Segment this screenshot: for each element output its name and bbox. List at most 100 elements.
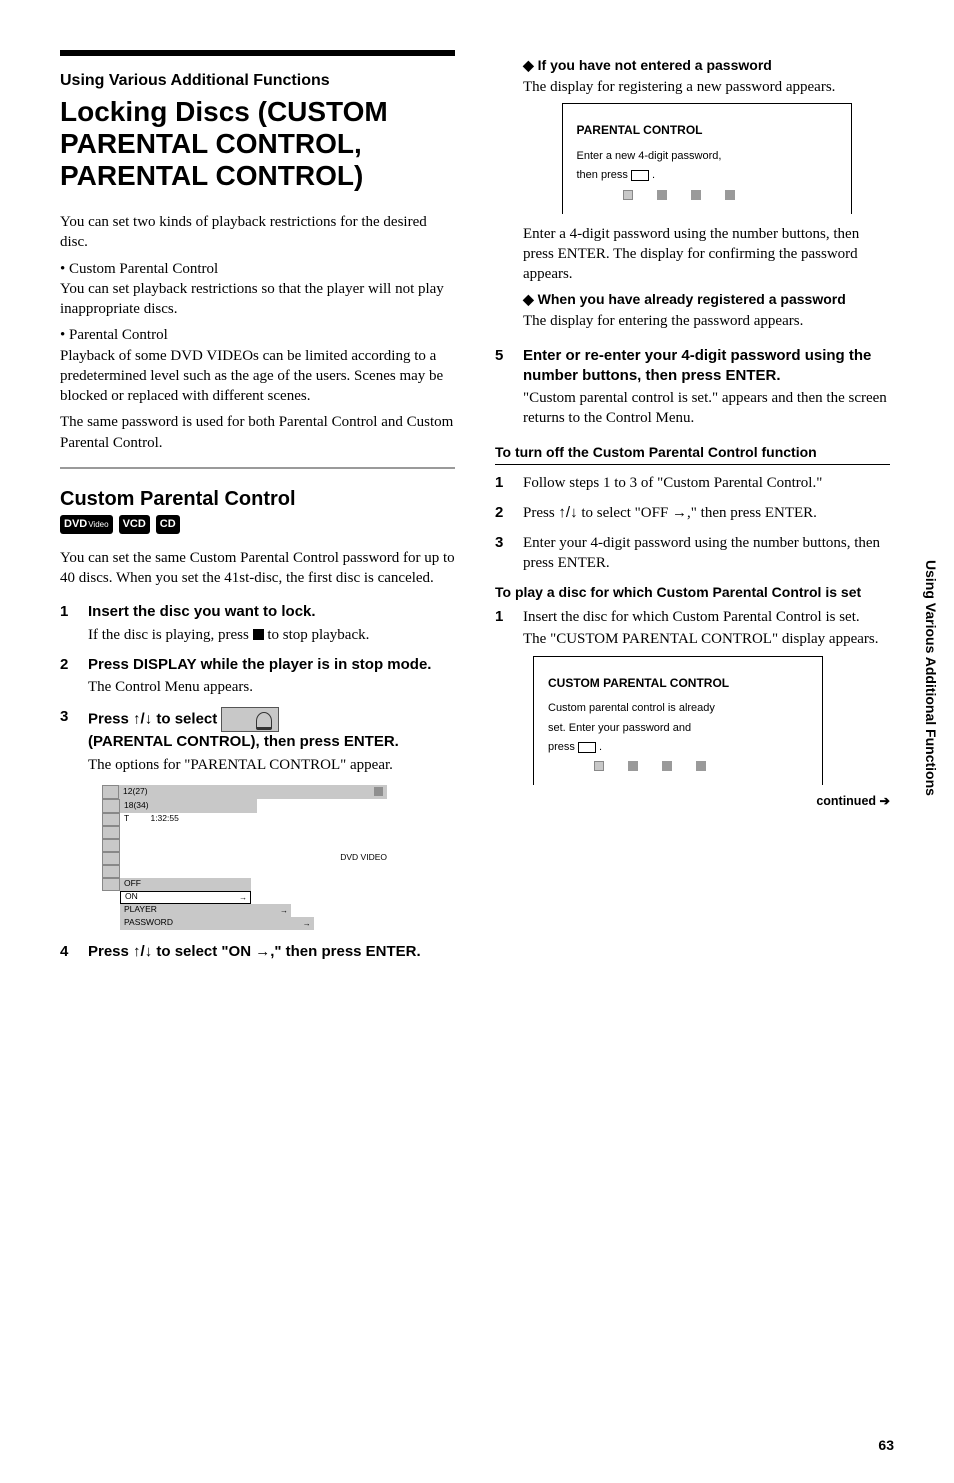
osd-new-l1: Enter a new 4-digit password,: [577, 149, 837, 164]
off-step-3-num: 3: [495, 533, 513, 574]
step-2-sub: The Control Menu appears.: [88, 677, 455, 697]
page-title: Locking Discs (CUSTOM PARENTAL CONTROL, …: [60, 96, 455, 193]
cm-icon-7: [102, 865, 120, 878]
enter-key-icon: [631, 170, 649, 181]
control-menu-display: 12(27) 18(34) T 1:32:55 DVD VIDEO OFF ON…: [102, 785, 387, 930]
off-step-2: 2 Press ↑/↓ to select "OFF →," then pres…: [495, 503, 890, 523]
osd2-title: CUSTOM PARENTAL CONTROL: [548, 675, 808, 692]
off-step-1-num: 1: [495, 473, 513, 493]
step-5-sub: "Custom parental control is set." appear…: [523, 388, 890, 429]
step-3-text-c: (PARENTAL CONTROL), then press ENTER.: [88, 733, 399, 750]
off-step-3: 3 Enter your 4-digit password using the …: [495, 533, 890, 574]
badge-cd: CD: [156, 515, 180, 534]
cm-bar-2: 18(34): [120, 799, 257, 813]
pw-dash-2: [657, 190, 667, 200]
step-4-text-a: Press: [88, 943, 133, 960]
cm-opt-on: ON→: [120, 891, 251, 904]
off-step-1: 1 Follow steps 1 to 3 of "Custom Parenta…: [495, 473, 890, 493]
play-step-1-num: 1: [495, 607, 513, 650]
updown-glyph-3: ↑/↓: [558, 504, 577, 521]
step-1-sub: If the disc is playing, press to stop pl…: [88, 625, 455, 645]
subsection-heading: Custom Parental Control: [60, 487, 455, 511]
osd-new-password: PARENTAL CONTROL Enter a new 4-digit pas…: [562, 103, 852, 214]
bullet-1: • Custom Parental Control You can set pl…: [60, 259, 455, 320]
step-3-sub: The options for "PARENTAL CONTROL" appea…: [88, 755, 455, 775]
block-a-hint: Enter a 4-digit password using the numbe…: [523, 224, 890, 285]
left-column: Using Various Additional Functions Locki…: [60, 50, 455, 972]
enter-key-icon-2: [578, 742, 596, 753]
step-5: 5 Enter or re-enter your 4-digit passwor…: [495, 346, 890, 429]
cm-dvd-label: DVD VIDEO: [336, 852, 387, 865]
heading-play-locked: To play a disc for which Custom Parental…: [495, 584, 890, 602]
section-rule: [60, 50, 455, 56]
pw-dash-1: [623, 190, 633, 200]
cm-icon-2: [102, 799, 120, 813]
off-step-2-c: ," then press ENTER.: [687, 505, 817, 521]
osd2-l2: set. Enter your password and: [548, 721, 808, 736]
side-tab: Using Various Additional Functions: [921, 560, 940, 796]
parental-lock-icon: [221, 707, 279, 732]
bullet-2-body: Playback of some DVD VIDEOs can be limit…: [60, 348, 443, 405]
osd-new-l2: then press .: [577, 168, 837, 183]
step-2: 2 Press DISPLAY while the player is in s…: [60, 655, 455, 698]
subsection-rule: [60, 467, 455, 469]
off-step-1-text: Follow steps 1 to 3 of "Custom Parental …: [523, 473, 890, 493]
cm-icon-6: [102, 852, 120, 865]
play-step-1-sub: The "CUSTOM PARENTAL CONTROL" display ap…: [523, 629, 890, 649]
common-password-para: The same password is used for both Paren…: [60, 412, 455, 453]
password-dashes: [623, 190, 837, 200]
step-2-num: 2: [60, 655, 78, 698]
intro-para: You can set two kinds of playback restri…: [60, 212, 455, 253]
right-arrow-glyph-2: →: [672, 504, 687, 521]
step-3-text-a: Press: [88, 711, 133, 728]
heading-turn-off: To turn off the Custom Parental Control …: [495, 443, 890, 465]
password-dashes-2: [594, 761, 808, 771]
play-step-1: 1 Insert the disc for which Custom Paren…: [495, 607, 890, 650]
after-badges-para: You can set the same Custom Parental Con…: [60, 548, 455, 589]
off-step-2-b: to select "OFF: [578, 505, 672, 521]
off-step-3-text: Enter your 4-digit password using the nu…: [523, 533, 890, 574]
bullet-2: • Parental Control Playback of some DVD …: [60, 325, 455, 406]
badge-vcd: VCD: [119, 515, 150, 534]
section-kicker: Using Various Additional Functions: [60, 70, 455, 92]
pw2-dash-3: [662, 761, 672, 771]
right-column: ◆ If you have not entered a password The…: [495, 50, 890, 972]
cm-icon-5: [102, 839, 120, 852]
block-b-body: The display for entering the password ap…: [523, 311, 890, 331]
cm-bar-1-text: 12(27): [123, 787, 148, 797]
step-2-text: Press DISPLAY while the player is in sto…: [88, 656, 431, 673]
osd-custom-parental: CUSTOM PARENTAL CONTROL Custom parental …: [533, 656, 823, 786]
play-step-1-text: Insert the disc for which Custom Parenta…: [523, 609, 860, 625]
bullet-1-head: • Custom Parental Control: [60, 261, 218, 277]
step-4: 4 Press ↑/↓ to select "ON →," then press…: [60, 942, 455, 962]
disc-type-badges: DVDVideo VCD CD: [60, 515, 455, 534]
page-number: 63: [878, 1436, 894, 1455]
osd-new-title: PARENTAL CONTROL: [577, 122, 837, 139]
cm-row-3: T 1:32:55: [120, 813, 179, 826]
step-1-text: Insert the disc you want to lock.: [88, 603, 316, 620]
cm-opt-password: PASSWORD→: [120, 917, 314, 930]
pw-dash-3: [691, 190, 701, 200]
pw2-dash-4: [696, 761, 706, 771]
pw2-dash-1: [594, 761, 604, 771]
osd2-l1: Custom parental control is already: [548, 701, 808, 716]
bullet-2-head: • Parental Control: [60, 327, 168, 343]
step-1-num: 1: [60, 602, 78, 645]
off-step-2-a: Press: [523, 505, 558, 521]
cm-bar-1-end-icon: [374, 787, 383, 796]
block-a-body: The display for registering a new passwo…: [523, 77, 890, 97]
step-3-num: 3: [60, 707, 78, 775]
cm-icon-4: [102, 826, 120, 839]
off-step-2-num: 2: [495, 503, 513, 523]
step-1-sub-a: If the disc is playing, press: [88, 627, 253, 643]
cm-bar-2-text: 18(34): [124, 801, 149, 811]
step-5-text: Enter or re-enter your 4-digit password …: [523, 347, 871, 384]
cm-opt-player: PLAYER→: [120, 904, 291, 917]
block-b-lead: ◆ When you have already registered a pas…: [523, 290, 890, 309]
right-arrow-glyph: →: [255, 943, 270, 960]
badge-dvdvideo: DVDVideo: [60, 515, 113, 534]
updown-glyph: ↑/↓: [133, 711, 152, 728]
cm-icon-1: [102, 785, 119, 799]
updown-glyph-2: ↑/↓: [133, 943, 152, 960]
pw2-dash-2: [628, 761, 638, 771]
